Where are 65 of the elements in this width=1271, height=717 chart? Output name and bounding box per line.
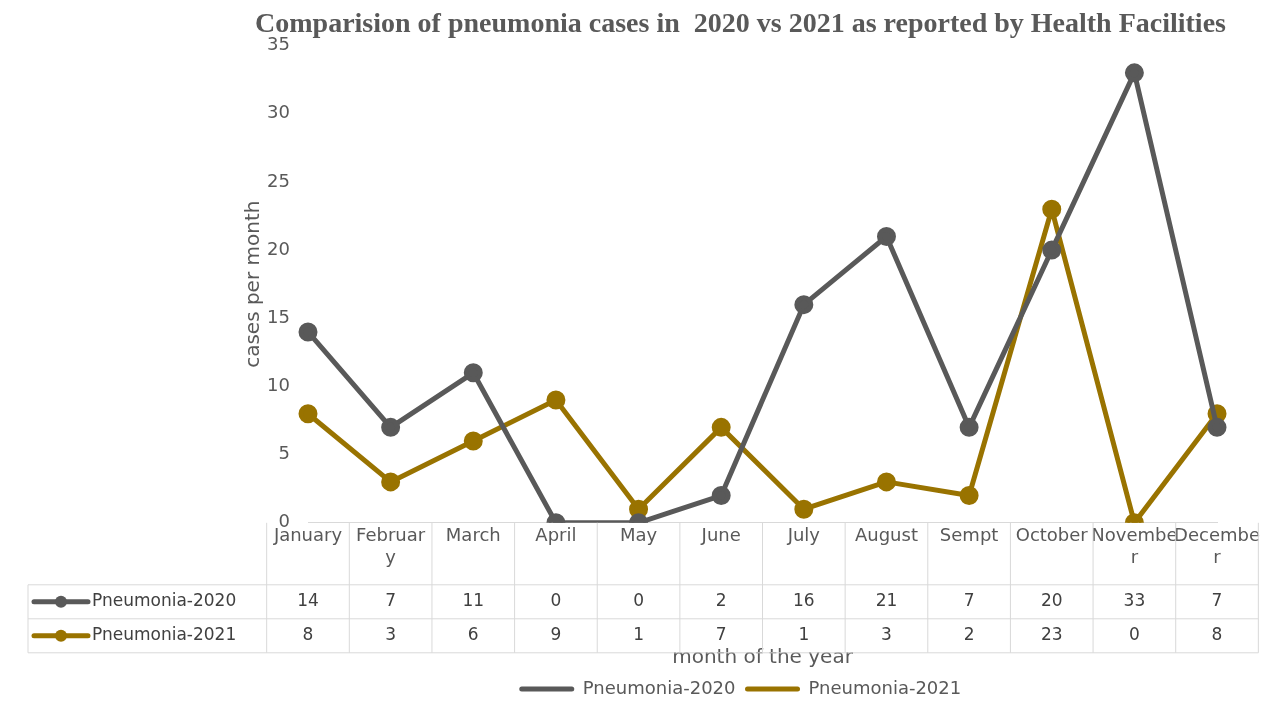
x-tick-label: May <box>619 524 658 546</box>
data-label: 2 <box>715 590 727 611</box>
point <box>298 322 318 342</box>
y-tick-label: 30 <box>267 101 290 123</box>
point <box>463 431 483 451</box>
point <box>1042 240 1062 260</box>
legend-label: Pneumonia-2021 <box>92 624 237 645</box>
point <box>546 390 566 410</box>
data-label: 21 <box>875 590 898 611</box>
data-label: 7 <box>963 590 975 611</box>
x-axis-title: month of the year <box>672 644 854 669</box>
data-label: 7 <box>1211 590 1223 611</box>
data-label: 11 <box>462 590 485 611</box>
data-label: 0 <box>1128 624 1140 645</box>
point <box>876 472 896 492</box>
point <box>463 363 483 383</box>
data-label: 6 <box>467 624 479 645</box>
data-label: 1 <box>798 624 810 645</box>
data-label: 9 <box>550 624 562 645</box>
y-tick-label: 25 <box>267 169 290 191</box>
point <box>959 417 979 437</box>
point <box>298 404 318 424</box>
x-tick-label: December <box>1174 524 1261 567</box>
x-tick-label: Sempt <box>939 524 999 546</box>
x-tick-label: October <box>1015 524 1089 546</box>
point <box>1042 199 1062 219</box>
data-label: 1 <box>633 624 644 645</box>
x-tick-label: June <box>700 524 741 546</box>
point <box>381 417 401 437</box>
text: Pneumonia-2020 <box>582 676 736 698</box>
data-label: 23 <box>1040 624 1063 645</box>
data-label: 7 <box>385 590 397 611</box>
point <box>1124 63 1144 83</box>
x-tick-label: April <box>535 524 577 546</box>
point <box>381 472 401 492</box>
text: Pneumonia-2021 <box>808 676 962 698</box>
data-label: 8 <box>1211 624 1223 645</box>
y-tick-label: 15 <box>267 305 290 327</box>
x-tick-label: February <box>356 524 426 567</box>
point <box>711 417 731 437</box>
x-tick-label: August <box>854 524 918 546</box>
y-tick-label: 20 <box>267 237 290 259</box>
data-label: 33 <box>1123 590 1146 611</box>
x-tick-label: March <box>445 524 501 546</box>
data-label: 7 <box>715 624 727 645</box>
x-tick-label: July <box>786 524 821 546</box>
data-label: 2 <box>963 624 975 645</box>
point <box>876 226 896 246</box>
y-tick-label: 5 <box>278 442 290 464</box>
data-label: 8 <box>302 624 314 645</box>
point <box>711 486 731 506</box>
point <box>1207 417 1227 437</box>
y-axis-title: cases per month <box>240 200 265 368</box>
data-label: 20 <box>1040 590 1063 611</box>
data-label: 16 <box>793 590 815 611</box>
y-tick-label: 10 <box>267 374 290 396</box>
legend-label: Pneumonia-2020 <box>92 590 237 611</box>
point <box>794 499 814 519</box>
data-label: 14 <box>297 590 319 611</box>
data-label: 0 <box>550 590 562 611</box>
data-label: 3 <box>881 624 892 645</box>
point <box>794 295 814 315</box>
data-label: 3 <box>385 624 397 645</box>
point <box>959 486 979 506</box>
data-label: 0 <box>633 590 644 611</box>
